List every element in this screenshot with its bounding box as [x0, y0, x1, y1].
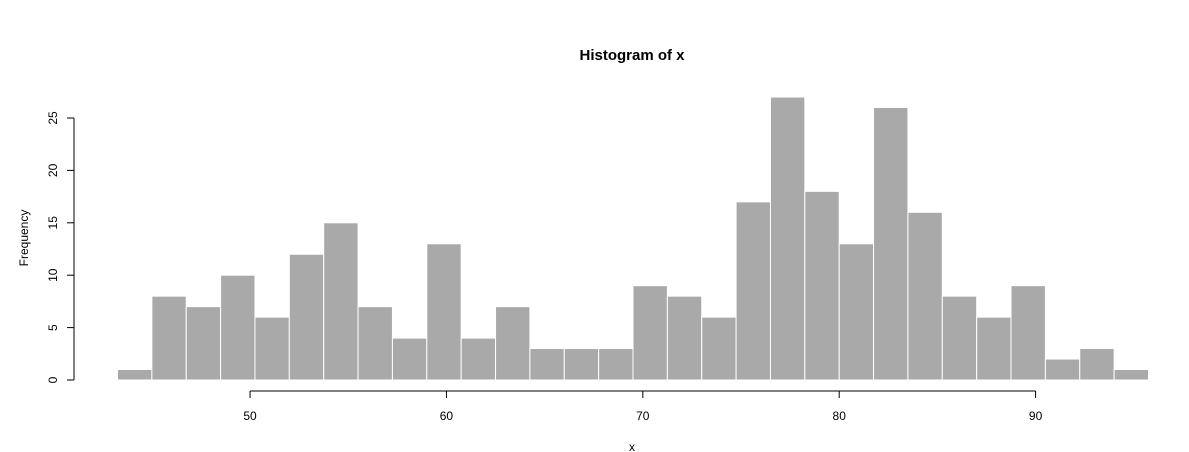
histogram-bar	[804, 190, 840, 381]
histogram-bar	[495, 306, 531, 381]
histogram-bar	[666, 295, 703, 381]
histogram-bar	[288, 253, 325, 381]
histogram-bar	[941, 295, 978, 381]
x-tick-label: 80	[833, 409, 847, 423]
histogram-bar	[735, 201, 771, 381]
histogram-bar	[598, 348, 634, 381]
x-axis-label: x	[629, 440, 635, 452]
y-tick-label: 25	[46, 111, 60, 125]
y-tick-label: 15	[46, 216, 60, 230]
x-tick-label: 90	[1029, 409, 1043, 423]
histogram-bar	[529, 348, 565, 381]
y-axis-label: Frequency	[17, 210, 31, 267]
histogram-bar	[460, 337, 497, 381]
histogram-bar	[907, 211, 943, 381]
histogram-bar	[391, 337, 428, 381]
histogram-bar	[426, 243, 462, 381]
y-tick-label: 20	[46, 163, 60, 177]
y-axis: 0 5 10 15 20 25	[46, 111, 75, 383]
y-tick-label: 0	[46, 376, 60, 383]
histogram-bar	[1010, 285, 1046, 381]
histogram-bar	[976, 316, 1012, 381]
y-tick-label: 5	[46, 324, 60, 331]
histogram-bar	[1113, 369, 1149, 381]
histogram-bar	[632, 285, 668, 381]
histogram-bar	[323, 222, 359, 381]
x-tick-label: 70	[636, 409, 650, 423]
x-axis: 50 60 70 80 90	[243, 390, 1043, 423]
histogram-bar	[701, 316, 737, 381]
x-tick-label: 50	[243, 409, 257, 423]
x-tick-label: 60	[440, 409, 454, 423]
histogram-bar	[769, 96, 806, 381]
histogram-bar	[563, 348, 600, 381]
y-tick-label: 10	[46, 268, 60, 282]
histogram-bar	[1079, 348, 1115, 381]
histogram-bar	[873, 107, 909, 381]
chart-title: Histogram of x	[579, 47, 685, 64]
histogram-bar	[220, 274, 256, 381]
histogram-bar	[185, 306, 222, 381]
histogram-bar	[1044, 358, 1081, 381]
bars-group	[117, 96, 1149, 381]
histogram-bar	[117, 369, 153, 381]
histogram-bar	[357, 306, 393, 381]
histogram-bar	[254, 316, 290, 381]
histogram-bar	[838, 243, 875, 381]
histogram-bar	[151, 295, 187, 381]
